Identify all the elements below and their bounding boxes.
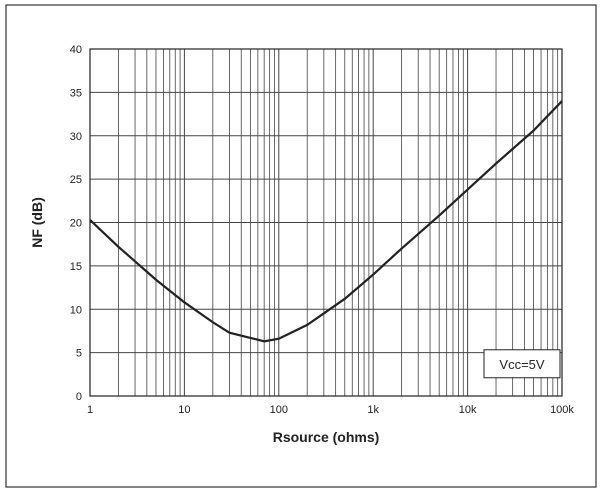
annotation-text: Vcc=5V (499, 357, 544, 372)
x-tick-label: 1 (87, 404, 93, 416)
nf-curve (89, 100, 563, 343)
y-tick-label: 0 (76, 391, 82, 403)
y-tick-label: 25 (70, 174, 82, 186)
y-tick-labels: 0 5 10 15 20 25 30 35 40 (70, 44, 82, 403)
x-axis-label: Rsource (ohms) (273, 429, 380, 445)
y-tick-label: 20 (70, 218, 82, 230)
x-tick-label: 10 (178, 404, 190, 416)
y-tick-label: 40 (70, 44, 82, 56)
plot-area-border (89, 48, 563, 397)
outer-border (5, 4, 597, 488)
y-tick-label: 5 (76, 348, 82, 360)
x-tick-label: 100k (550, 404, 574, 416)
x-tick-label: 100 (270, 404, 288, 416)
y-tick-label: 10 (70, 304, 82, 316)
y-tick-label: 15 (70, 261, 82, 273)
y-tick-label: 35 (70, 87, 82, 99)
x-tick-label: 1k (367, 404, 379, 416)
annotation-box (483, 349, 561, 379)
x-tick-labels: 1 10 100 1k 10k 100k (87, 404, 574, 416)
x-tick-label: 10k (459, 404, 477, 416)
y-axis-label: NF (dB) (29, 197, 45, 248)
y-tick-label: 30 (70, 131, 82, 143)
